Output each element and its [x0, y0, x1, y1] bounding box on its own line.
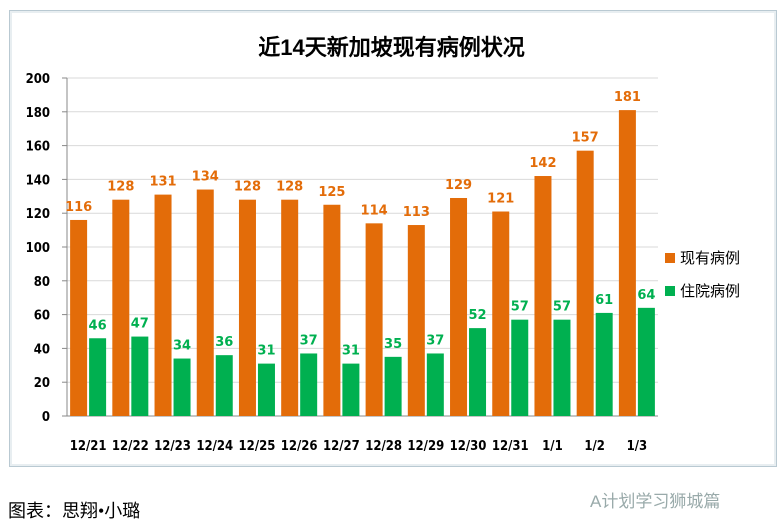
- bar-hospitalized: [131, 336, 149, 416]
- bar-hospitalized: [215, 355, 233, 416]
- x-tick-label: 12/25: [239, 439, 276, 454]
- data-label: 34: [173, 339, 191, 354]
- data-label: 31: [257, 344, 275, 359]
- bar-hospitalized: [89, 338, 107, 416]
- data-label: 128: [276, 180, 303, 195]
- legend-swatch: [665, 286, 675, 296]
- watermark: A计划学习狮城篇: [590, 492, 721, 511]
- data-label: 57: [553, 300, 571, 315]
- data-label: 47: [131, 317, 149, 332]
- bar-current: [70, 219, 88, 416]
- x-tick-label: 1/3: [627, 439, 648, 454]
- legend-label: 住院病例: [680, 283, 741, 300]
- data-label: 142: [529, 156, 556, 171]
- bar-current: [534, 176, 552, 416]
- y-tick-label: 0: [42, 410, 50, 425]
- data-label: 131: [149, 175, 176, 190]
- x-tick-label: 12/30: [450, 439, 487, 454]
- bar-current: [576, 150, 594, 417]
- y-tick-label: 80: [34, 275, 50, 290]
- data-label: 125: [318, 185, 345, 200]
- bar-current: [112, 199, 130, 416]
- bar-current: [450, 197, 468, 416]
- x-tick-label: 12/28: [365, 439, 402, 454]
- x-tick-label: 12/22: [112, 439, 149, 454]
- legend-item-hospitalized: 住院病例: [665, 280, 740, 301]
- data-label: 113: [403, 205, 430, 220]
- bar-current: [281, 199, 299, 416]
- bar-current: [492, 211, 510, 416]
- bar-hospitalized: [173, 358, 191, 416]
- legend-label: 现有病例: [680, 250, 741, 267]
- data-label: 181: [614, 90, 641, 105]
- x-tick-label: 12/21: [70, 439, 107, 454]
- bar-hospitalized: [300, 353, 318, 416]
- bar-hospitalized: [384, 356, 402, 416]
- y-tick-label: 100: [26, 241, 50, 256]
- data-label: 114: [361, 203, 388, 218]
- data-label: 36: [215, 335, 233, 350]
- bar-hospitalized: [426, 353, 444, 416]
- data-label: 37: [426, 333, 444, 348]
- legend-swatch: [665, 253, 675, 263]
- x-tick-label: 12/31: [492, 439, 529, 454]
- y-tick-label: 180: [26, 106, 50, 121]
- chart-frame: [9, 10, 777, 467]
- bar-hospitalized: [511, 319, 529, 416]
- y-tick-label: 20: [34, 376, 50, 391]
- y-tick-label: 160: [26, 140, 50, 155]
- y-tick-label: 40: [34, 342, 50, 357]
- bar-hospitalized: [637, 307, 655, 416]
- x-tick-label: 12/23: [154, 439, 191, 454]
- y-tick-label: 60: [34, 309, 50, 324]
- data-label: 128: [107, 180, 134, 195]
- bar-current: [618, 110, 636, 417]
- bar-chart: 0 20 40 60 80 100 120 140 160 180 200 12/21 116 46 12/…: [26, 72, 658, 454]
- bar-hospitalized: [553, 319, 571, 416]
- x-tick-label: 12/24: [196, 439, 233, 454]
- bar-current: [407, 225, 425, 416]
- x-tick-label: 1/2: [584, 439, 605, 454]
- bar-hospitalized: [595, 312, 613, 416]
- bar-current: [196, 189, 214, 416]
- caption: 图表：思翔•小璐: [8, 501, 141, 521]
- data-label: 61: [595, 293, 613, 308]
- data-label: 121: [487, 192, 514, 207]
- data-label: 31: [342, 344, 360, 359]
- x-tick-label: 1/1: [542, 439, 563, 454]
- data-label: 52: [468, 308, 486, 323]
- legend-item-current: 现有病例: [665, 247, 740, 268]
- data-label: 157: [572, 131, 599, 146]
- bar-hospitalized: [469, 328, 487, 416]
- data-label: 129: [445, 178, 472, 193]
- x-tick-label: 12/29: [407, 439, 444, 454]
- bar-hospitalized: [342, 363, 360, 416]
- bar-current: [365, 223, 383, 416]
- data-label: 46: [89, 318, 107, 333]
- data-label: 128: [234, 180, 261, 195]
- data-label: 37: [300, 333, 318, 348]
- bar-current: [154, 194, 172, 416]
- x-tick-label: 12/27: [323, 439, 360, 454]
- chart-title: 近14天新加坡现有病例状况: [258, 35, 525, 60]
- y-tick-label: 120: [26, 207, 50, 222]
- data-label: 35: [384, 337, 402, 352]
- y-tick-label: 200: [26, 72, 50, 87]
- bar-hospitalized: [257, 363, 275, 416]
- data-label: 64: [637, 288, 655, 303]
- data-label: 116: [65, 200, 92, 215]
- y-tick-label: 140: [26, 173, 50, 188]
- bar-current: [238, 199, 256, 416]
- bar-current: [323, 204, 341, 416]
- x-tick-label: 12/26: [281, 439, 318, 454]
- data-label: 57: [511, 300, 529, 315]
- data-label: 134: [192, 170, 219, 185]
